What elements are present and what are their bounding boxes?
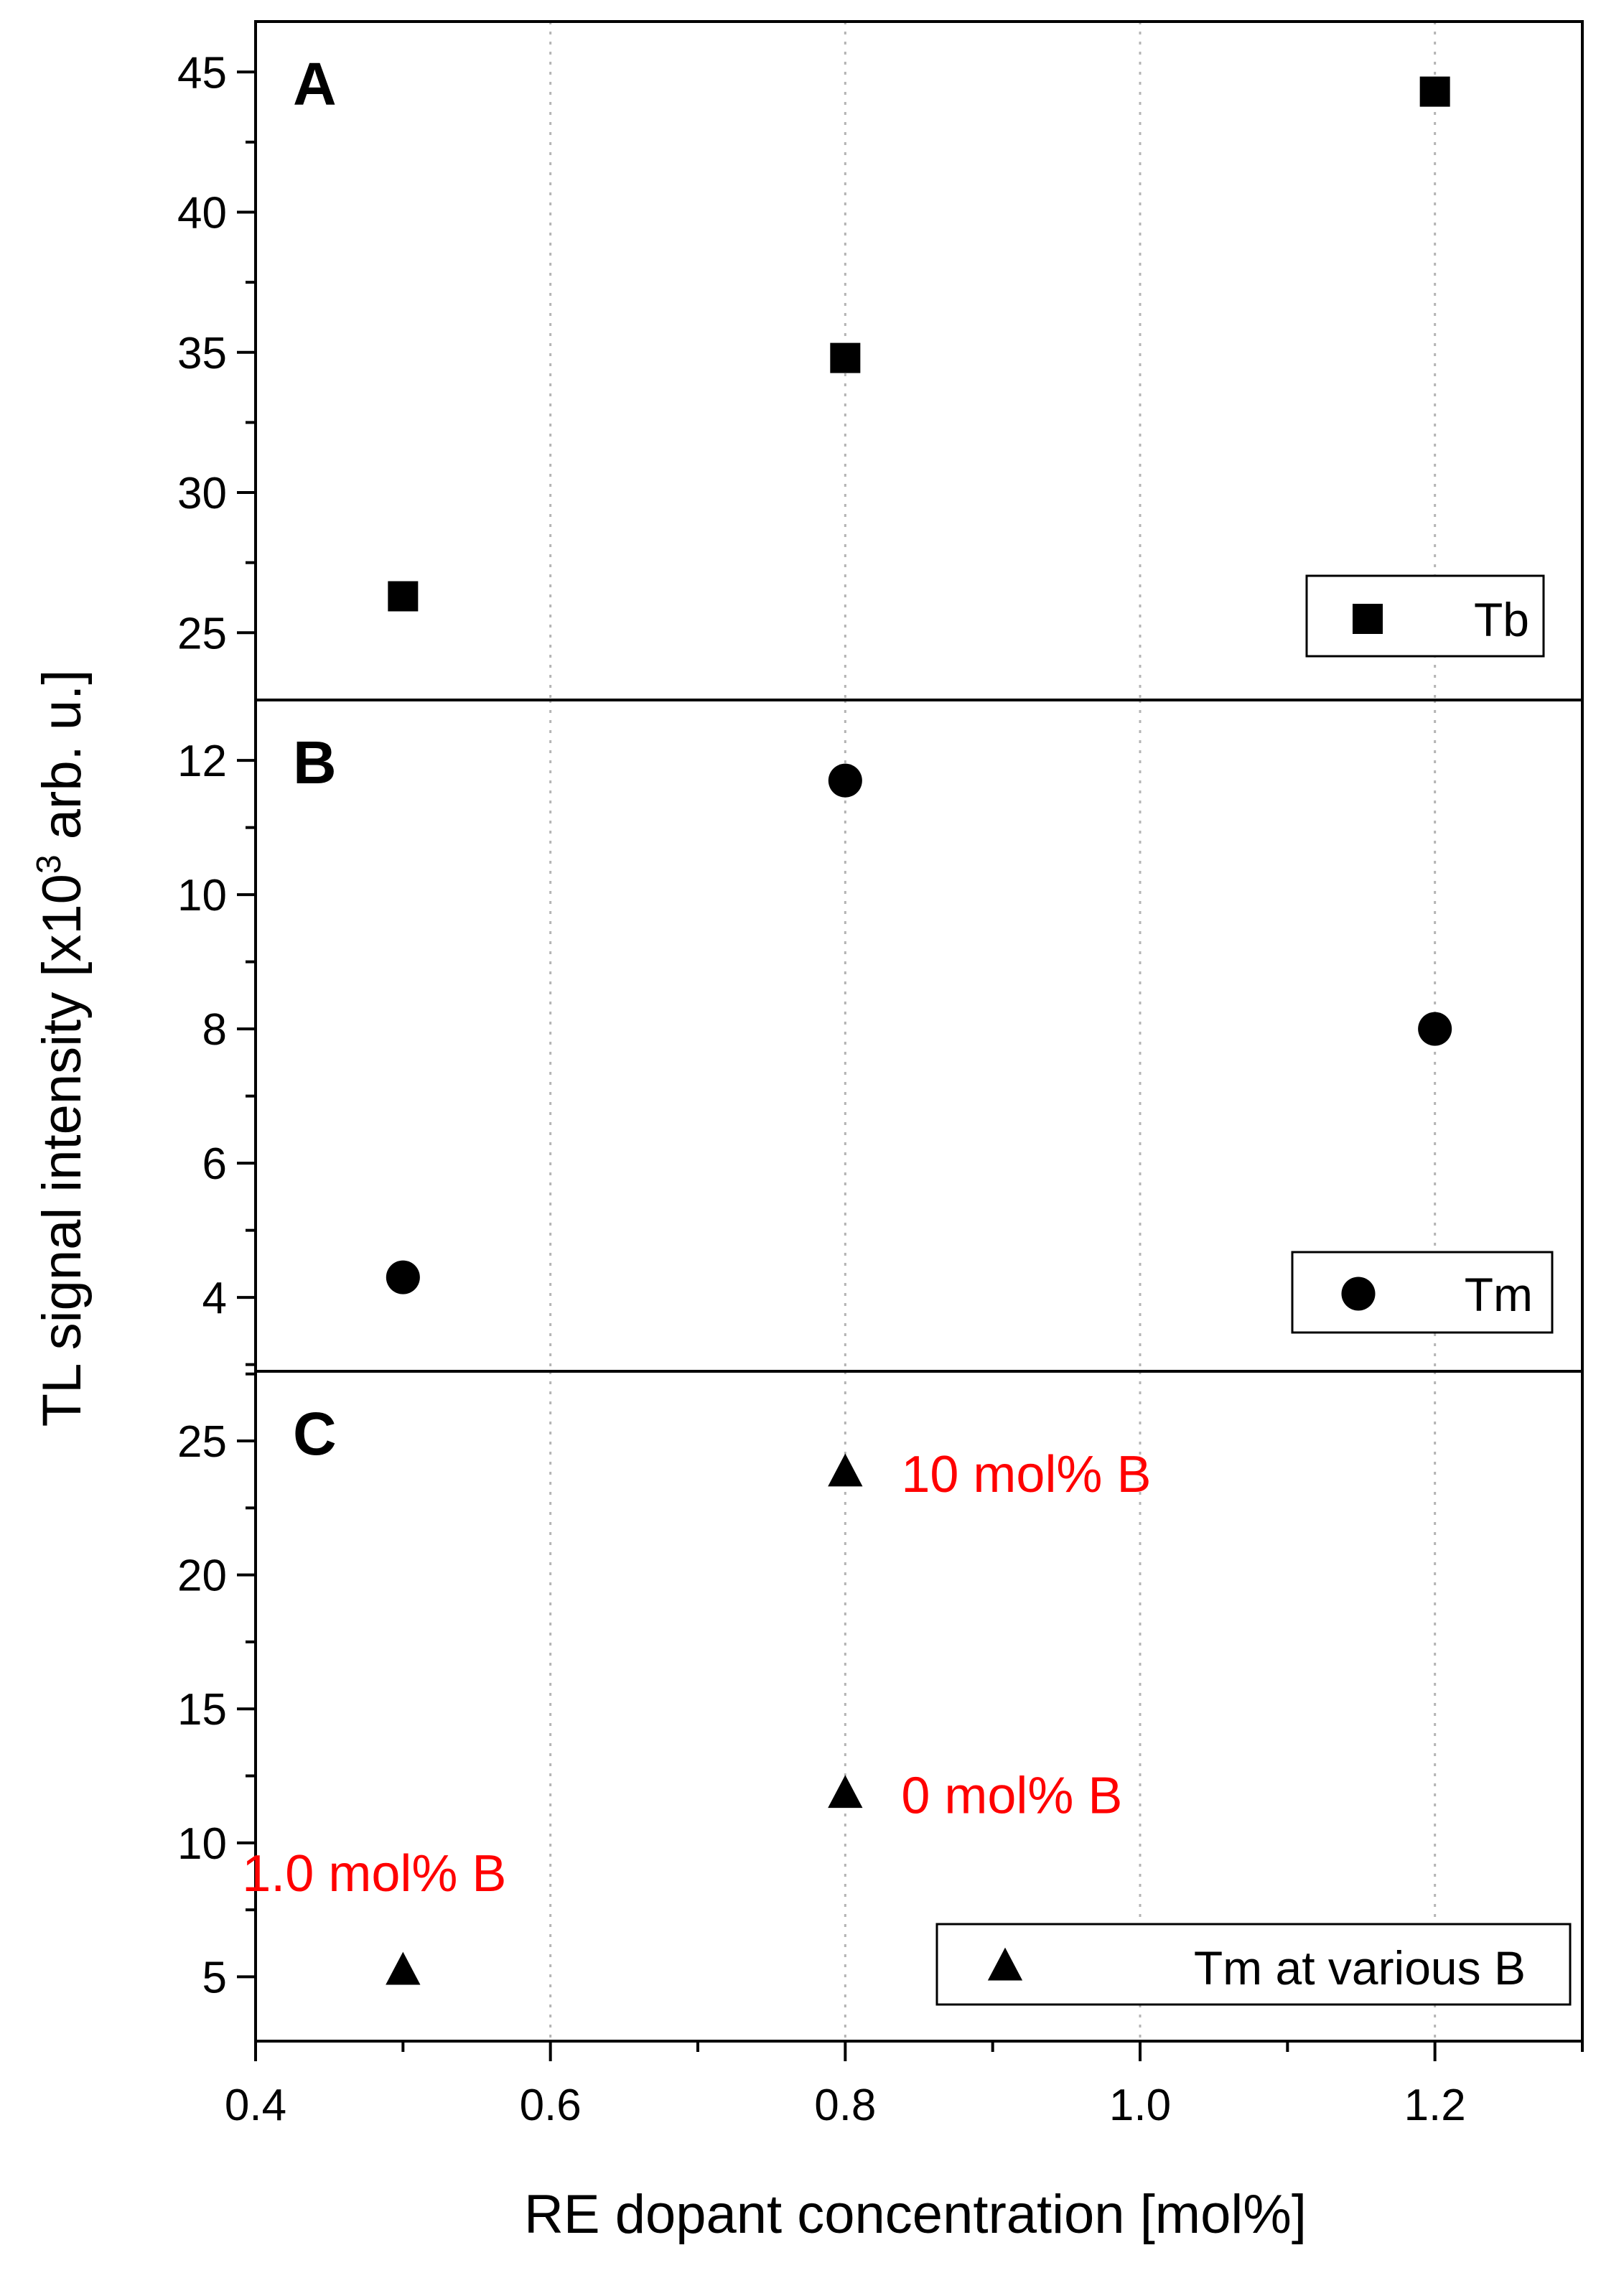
x-tick-label: 0.6 xyxy=(520,2081,582,2130)
data-point xyxy=(828,1775,863,1809)
legend-marker xyxy=(1353,604,1383,634)
panel-c: 5 10 15 20 25 C 1.0 mol% B 0 mol% B 10 mol% B Tm … xyxy=(177,1370,1584,2043)
y-tick-label: 10 xyxy=(177,871,227,920)
x-tick-label: 1.0 xyxy=(1109,2081,1171,2130)
y-tick-label: 45 xyxy=(177,48,227,98)
y-axis-title-main: TL signal intensity [x10 xyxy=(32,874,93,1427)
y-axis-title: TL signal intensity [x103 arb. u.] xyxy=(30,670,93,1427)
data-point xyxy=(386,1951,421,1985)
plot-frame xyxy=(254,1370,1584,2043)
y-axis-title-end: arb. u.] xyxy=(32,670,93,855)
panel-b: 4 6 8 10 12 B Tm xyxy=(177,699,1584,1373)
y-tick-label: 5 xyxy=(202,1953,227,2002)
x-axis-title: RE dopant concentration [mol%] xyxy=(524,2184,1307,2245)
legend: Tb xyxy=(1305,574,1545,658)
y-tick-label: 12 xyxy=(177,737,227,786)
x-tick-label: 0.8 xyxy=(814,2081,876,2130)
legend-box xyxy=(1291,1251,1554,1334)
x-tick-label: 1.2 xyxy=(1404,2081,1466,2130)
y-tick-label: 30 xyxy=(177,469,227,518)
data-point xyxy=(388,581,419,612)
data-point xyxy=(830,342,861,373)
legend-label: Tm xyxy=(1465,1268,1533,1321)
data-annotation: 1.0 mol% B xyxy=(242,1845,506,1903)
legend: Tm xyxy=(1291,1251,1554,1334)
panel-label: C xyxy=(293,1400,337,1467)
y-axis-title-superscript: 3 xyxy=(30,854,68,874)
panel-label: B xyxy=(293,729,337,796)
y-tick-label: 15 xyxy=(177,1685,227,1735)
legend: Tm at various B xyxy=(935,1923,1572,2006)
y-tick-label: 8 xyxy=(202,1005,227,1055)
data-point xyxy=(1419,76,1450,107)
data-annotation: 10 mol% B xyxy=(901,1446,1151,1503)
y-tick-label: 35 xyxy=(177,329,227,378)
x-tick-label: 0.4 xyxy=(225,2081,286,2130)
data-point xyxy=(1418,1012,1452,1046)
y-tick-label: 25 xyxy=(177,1417,227,1467)
legend-marker xyxy=(1341,1277,1376,1311)
legend-box xyxy=(935,1923,1572,2006)
data-point xyxy=(828,1453,863,1487)
y-tick-label: 20 xyxy=(177,1551,227,1601)
y-tick-label: 4 xyxy=(202,1274,227,1323)
panel-label: A xyxy=(293,50,337,118)
panel-a: 25 30 35 40 45 A Tb xyxy=(177,20,1584,701)
y-tick-label: 10 xyxy=(177,1819,227,1869)
y-tick-label: 25 xyxy=(177,609,227,658)
legend-marker xyxy=(987,1947,1023,1981)
legend-box xyxy=(1305,574,1545,658)
data-point xyxy=(386,1260,420,1294)
y-tick-label: 6 xyxy=(202,1139,227,1189)
legend-label: Tm at various B xyxy=(1194,1941,1526,1994)
legend-label: Tb xyxy=(1474,593,1529,646)
data-point xyxy=(828,763,862,798)
y-tick-label: 40 xyxy=(177,189,227,238)
data-annotation: 0 mol% B xyxy=(901,1768,1122,1825)
